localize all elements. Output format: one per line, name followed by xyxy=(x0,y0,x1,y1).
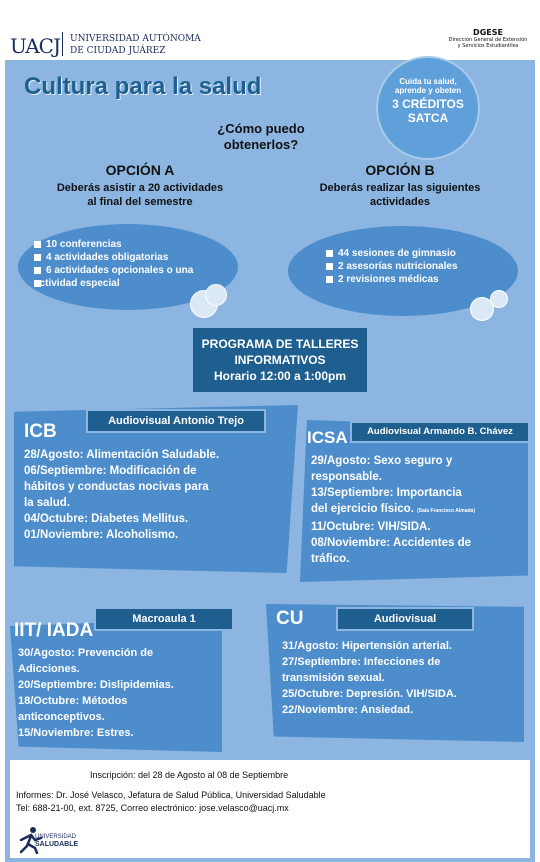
activity-line: 13/Septiembre: Importancia xyxy=(311,487,462,499)
activity-line: tráfico. xyxy=(311,553,350,565)
iit-code: IIT/ IADA xyxy=(14,620,94,641)
logo-line-1: UNIVERSIDAD xyxy=(35,834,77,840)
activity-line: 08/Noviembre: Accidentes de xyxy=(311,537,471,549)
program-schedule: Horario 12:00 a 1:00pm xyxy=(213,369,347,383)
option-b-sub-1: Deberás realizar las siguientes xyxy=(319,182,481,194)
dgese-name-1: Dirección General de Extensión xyxy=(448,37,528,43)
room-note: (Sala Francisco Almada) xyxy=(417,508,475,514)
icb-activities: 28/Agosto: Alimentación Saludable. 06/Se… xyxy=(24,447,286,543)
activity-line: 31/Agosto: Hipertensión arterial. xyxy=(282,640,452,652)
activity-line: 18/Octubre: Métodos xyxy=(18,695,128,707)
header-bar xyxy=(0,0,540,60)
iit-activities: 30/Agosto: Prevención de Adicciones. 20/… xyxy=(18,645,223,741)
option-b-subtitle: Deberás realizar las siguientes activida… xyxy=(280,181,520,209)
activity-line: 25/Octubre: Depresión. VIH/SIDA. xyxy=(282,688,457,700)
poster-title: Cultura para la salud xyxy=(24,73,262,100)
question-line-2: obtenerlos? xyxy=(223,137,299,152)
option-a-sub-1: Deberás asistir a 20 actividades xyxy=(56,182,224,194)
dgese-name-2: y Servicios Estudiantiles xyxy=(457,43,519,49)
activity-line: 28/Agosto: Alimentación Saludable. xyxy=(24,449,220,461)
icb-panel xyxy=(14,405,298,573)
university-line-2: DE CIUDAD JUÁREZ xyxy=(70,46,166,56)
option-a-subtitle: Deberás asistir a 20 actividades al fina… xyxy=(20,181,260,209)
university-line-1: UNIVERSIDAD AUTÓNOMA xyxy=(70,34,201,44)
list-item: 44 sesiones de gimnasio xyxy=(326,247,516,260)
credits-line-4: SATCA xyxy=(407,111,449,125)
contact-details: Tel: 688-21-00, ext. 8725, Correo electr… xyxy=(16,803,289,813)
decorative-bubble xyxy=(490,290,508,308)
activity-line: responsable. xyxy=(311,471,382,483)
list-item: 2 revisiones médicas xyxy=(326,273,516,286)
activity-line: 04/Octubre: Diabetes Mellitus. xyxy=(24,513,189,525)
question-heading: ¿Cómo puedo obtenerlos? xyxy=(196,121,326,153)
activity-line: 11/Octubre: VIH/SIDA. xyxy=(311,521,431,533)
option-b-list: 44 sesiones de gimnasio 2 asesorías nutr… xyxy=(326,247,516,286)
cu-venue: Audiovisual xyxy=(338,609,472,629)
list-item: 2 asesorías nutricionales xyxy=(326,260,516,273)
list-item: 4 actividades obligatorias xyxy=(34,251,234,264)
activity-line: 29/Agosto: Sexo seguro y xyxy=(311,455,453,467)
dgese-logo: DGESE Dirección General de Extensión y S… xyxy=(438,28,538,49)
iit-panel xyxy=(10,618,222,752)
program-box: PROGRAMA DE TALLERES INFORMATIVOS Horari… xyxy=(193,328,367,392)
contact-info: Informes: Dr. José Velasco, Jefatura de … xyxy=(16,790,326,800)
university-name: UNIVERSIDAD AUTÓNOMA DE CIUDAD JUÁREZ xyxy=(70,33,220,57)
program-line-1: PROGRAMA DE TALLERES xyxy=(201,337,359,351)
universidad-saludable-logo: UNIVERSIDAD SALUDABLE xyxy=(17,826,87,856)
list-item: 10 conferencias xyxy=(34,238,234,251)
iit-venue: Macroaula 1 xyxy=(96,609,232,629)
activity-line: Adicciones. xyxy=(18,663,80,675)
option-b-sub-2: actividades xyxy=(370,196,430,208)
dgese-code: DGESE xyxy=(473,28,503,37)
option-b-title: OPCIÓN B xyxy=(365,162,435,178)
question-line-1: ¿Cómo puedo xyxy=(217,121,305,136)
activity-line: 06/Septiembre: Modificación de xyxy=(24,465,197,477)
option-a-list: 10 conferencias 4 actividades obligatori… xyxy=(34,238,234,290)
option-a-title: OPCIÓN A xyxy=(105,162,175,178)
inscription-dates: Inscripción: del 28 de Agosto al 08 de S… xyxy=(90,770,289,780)
activity-text: del ejercicio físico. xyxy=(311,503,414,515)
activity-line: anticonceptivos. xyxy=(18,711,105,723)
credits-line-1: Cuida tu salud, xyxy=(399,77,457,86)
logo-line-2: SALUDABLE xyxy=(35,841,79,848)
icsa-code: ICSA xyxy=(307,428,348,447)
activity-line: hábitos y conductas nocivas para xyxy=(24,481,209,493)
activity-line: 20/Septiembre: Dislipidemias. xyxy=(18,679,174,691)
icb-venue: Audiovisual Antonio Trejo xyxy=(88,411,264,431)
option-a-sub-2: al final del semestre xyxy=(87,196,193,208)
logo-divider xyxy=(62,32,63,56)
activity-line: 22/Noviembre: Ansiedad. xyxy=(282,704,414,716)
cu-activities: 31/Agosto: Hipertensión arterial. 27/Sep… xyxy=(282,638,522,718)
footer-info: Inscripción: del 28 de Agosto al 08 de S… xyxy=(10,760,530,858)
activity-line: 15/Noviembre: Estres. xyxy=(18,727,134,739)
runner-icon xyxy=(19,827,43,854)
cu-code: CU xyxy=(276,608,304,629)
icsa-activities: 29/Agosto: Sexo seguro y responsable. 13… xyxy=(311,453,529,567)
credits-circle: Cuida tu salud, aprende y obeten 3 CRÉDI… xyxy=(378,58,478,158)
credits-line-3: 3 CRÉDITOS xyxy=(392,97,464,111)
activity-line: 30/Agosto: Prevención de xyxy=(18,647,154,659)
activity-line: del ejercicio físico. (Sala Francisco Al… xyxy=(311,501,529,519)
credits-line-2: aprende y obeten xyxy=(394,86,462,95)
list-item: 6 actividades opcionales o una xyxy=(34,264,234,277)
list-item-continuation: actividad especial xyxy=(34,277,234,290)
activity-line: la salud. xyxy=(24,497,71,509)
icsa-panel xyxy=(300,420,528,582)
icb-code: ICB xyxy=(24,421,57,442)
decorative-bubble xyxy=(205,284,227,306)
program-line-2: INFORMATIVOS xyxy=(234,353,326,367)
activity-line: 27/Septiembre: Infecciones de xyxy=(282,656,441,668)
icsa-venue: Audiovisual Armando B. Chávez xyxy=(352,423,528,441)
activity-line: transmisión sexual. xyxy=(282,672,385,684)
uacj-logo: UACJ xyxy=(10,34,61,58)
activity-line: 01/Noviembre: Alcoholismo. xyxy=(24,529,179,541)
